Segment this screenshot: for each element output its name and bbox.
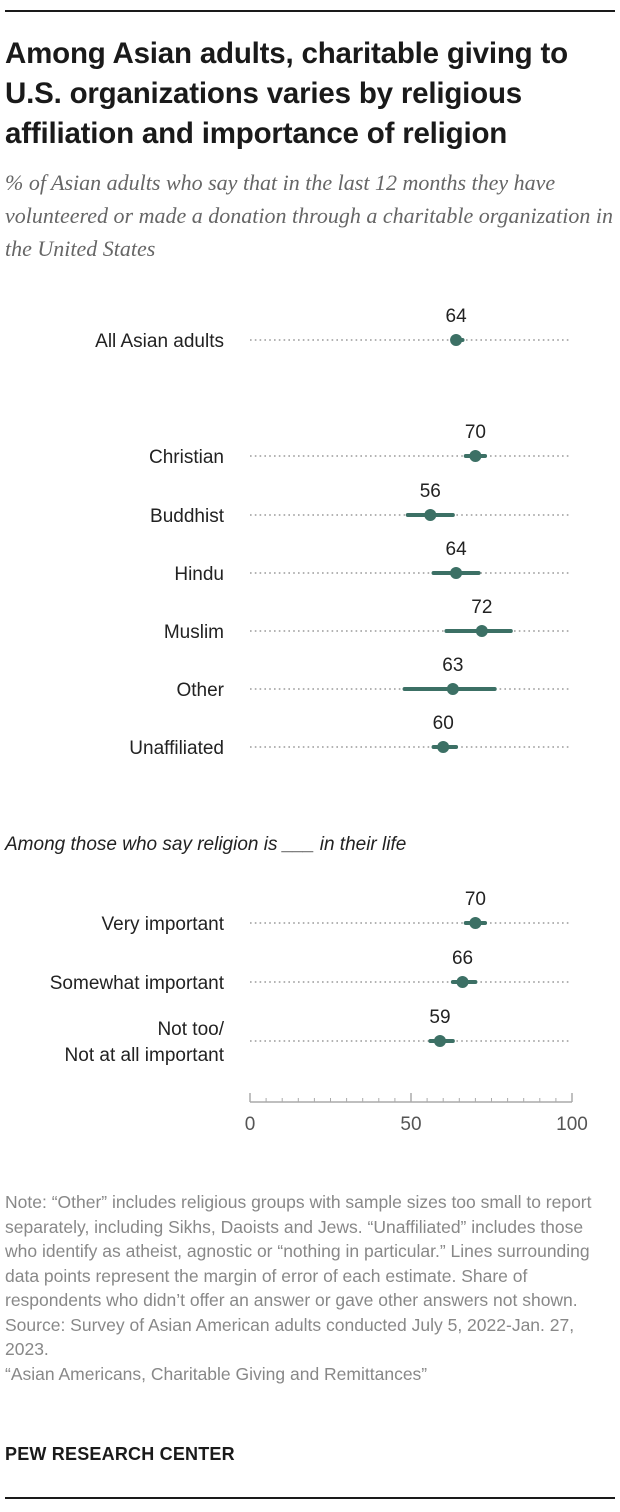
value-label: 64: [446, 539, 468, 560]
data-point: [450, 334, 463, 346]
note-text: Note: “Other” includes religious groups …: [5, 1192, 592, 1310]
x-tick-label: 0: [245, 1114, 256, 1135]
row-label: Somewhat important: [50, 973, 225, 994]
row-label: Unaffiliated: [129, 738, 224, 759]
row-label: Muslim: [164, 622, 224, 643]
data-point: [469, 917, 482, 929]
data-point: [446, 683, 459, 695]
report-title: “Asian Americans, Charitable Giving and …: [5, 1363, 428, 1384]
data-point: [437, 741, 450, 753]
row-label: Hindu: [174, 564, 224, 585]
chart-subtitle: % of Asian adults who say that in the la…: [5, 170, 614, 261]
source-text: Source: Survey of Asian American adults …: [5, 1314, 575, 1360]
value-label: 66: [452, 948, 473, 969]
value-label: 70: [465, 422, 486, 443]
data-point: [433, 1035, 446, 1047]
value-label: 59: [429, 1007, 450, 1028]
value-label: 60: [433, 713, 454, 734]
value-label: 63: [442, 655, 463, 676]
chart-title: Among Asian adults, charitable giving to…: [5, 37, 568, 150]
row-label: Not too/: [157, 1019, 224, 1040]
bottom-rule: [5, 1497, 615, 1499]
value-label: 72: [471, 597, 492, 618]
top-rule: [5, 10, 615, 12]
x-tick-label: 50: [400, 1114, 421, 1135]
data-point: [424, 509, 437, 521]
data-point: [469, 450, 482, 462]
chart-footer: Note: “Other” includes religious groups …: [5, 1190, 617, 1386]
x-tick-label: 100: [556, 1114, 588, 1135]
value-label: 56: [420, 481, 441, 502]
row-label: Other: [176, 680, 224, 701]
data-point: [450, 567, 463, 579]
row-label: Christian: [149, 447, 224, 468]
row-label: Very important: [102, 914, 225, 935]
section-label: Among those who say religion is ___ in t…: [4, 834, 406, 855]
brand-label: PEW RESEARCH CENTER: [5, 1444, 235, 1464]
data-point: [475, 625, 488, 637]
value-label: 64: [446, 306, 468, 327]
data-point: [456, 976, 469, 988]
row-label: Not at all important: [65, 1045, 225, 1066]
dot-plot-chart: 64 All Asian adults 70 Christian 56 Buddhist 6…: [4, 306, 588, 1135]
value-label: 70: [465, 889, 486, 910]
row-label: All Asian adults: [95, 331, 224, 352]
row-label: Buddhist: [150, 506, 225, 527]
